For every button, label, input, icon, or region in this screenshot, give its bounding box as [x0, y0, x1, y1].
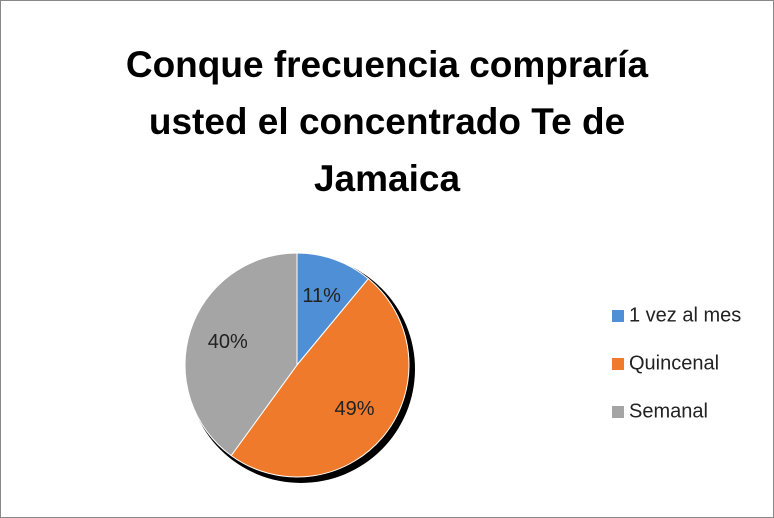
legend-label: 1 vez al mes	[629, 304, 741, 326]
legend-swatch	[612, 358, 624, 370]
legend-label: Quincenal	[629, 352, 719, 374]
chart-title: Conque frecuencia compraría usted el con…	[125, 44, 649, 199]
data-label: 40%	[208, 331, 248, 353]
legend-swatch	[612, 310, 624, 322]
legend-label: Semanal	[629, 400, 708, 422]
data-label: 11%	[302, 285, 341, 307]
pie-slice	[230, 277, 410, 478]
pie-slice	[296, 252, 370, 367]
data-label: 49%	[335, 398, 375, 420]
legend-swatch	[612, 406, 624, 418]
pie-slice	[184, 252, 298, 457]
